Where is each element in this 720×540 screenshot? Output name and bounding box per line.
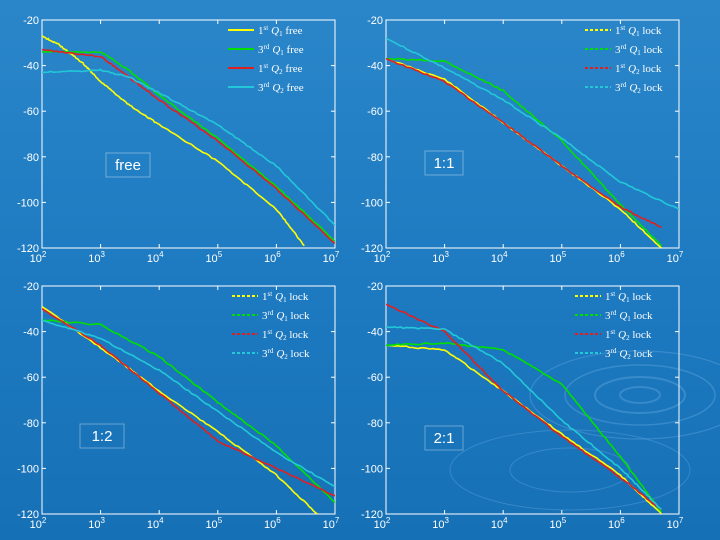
legend-entry: 1st Q2 free — [258, 62, 303, 76]
y-tick-label: -100 — [361, 463, 383, 475]
x-tick-label: 105 — [205, 250, 222, 265]
x-tick-label: 106 — [264, 516, 281, 531]
panel-label: 1:1 — [434, 155, 455, 172]
panel-label: 1:2 — [92, 428, 113, 445]
legend-entry: 3rd Q1 lock — [615, 43, 663, 57]
y-tick-label: -20 — [23, 15, 39, 27]
y-tick-label: -20 — [23, 281, 39, 293]
y-tick-label: -20 — [367, 15, 383, 27]
y-tick-label: -60 — [23, 372, 39, 384]
x-tick-label: 106 — [264, 250, 281, 265]
series-line-4 — [42, 319, 335, 488]
legend-entry: 1st Q1 lock — [605, 290, 652, 304]
plot-frame — [385, 19, 680, 249]
y-tick-label: -80 — [367, 152, 383, 164]
y-tick-label: -60 — [23, 106, 39, 118]
x-tick-label: 102 — [30, 516, 47, 531]
x-tick-label: 104 — [491, 250, 508, 265]
x-tick-label: 107 — [667, 250, 684, 265]
x-tick-label: 107 — [323, 250, 340, 265]
x-tick-label: 104 — [147, 516, 164, 531]
x-tick-label: 106 — [608, 516, 625, 531]
x-tick-label: 103 — [432, 250, 449, 265]
legend-entry: 1st Q2 lock — [605, 328, 652, 342]
series-line-2 — [386, 57, 662, 247]
legend-entry: 1st Q2 lock — [262, 328, 309, 342]
legend-entry: 3rd Q1 lock — [262, 309, 310, 323]
series-line-3 — [42, 48, 335, 245]
panel-label-box — [424, 150, 464, 176]
x-tick-label: 106 — [608, 250, 625, 265]
x-tick-label: 102 — [374, 516, 391, 531]
legend-entry: 1st Q1 lock — [615, 24, 662, 38]
panel-label-box — [105, 152, 151, 178]
y-tick-label: -40 — [367, 61, 383, 73]
panel-label: free — [115, 157, 141, 174]
y-tick-label: -100 — [17, 463, 39, 475]
y-tick-label: -100 — [17, 197, 39, 209]
series-line-2 — [42, 50, 335, 242]
panel-label: 2:1 — [434, 430, 455, 447]
x-tick-label: 102 — [30, 250, 47, 265]
legend-entry: 1st Q1 free — [258, 24, 303, 38]
y-tick-label: -80 — [23, 152, 39, 164]
y-tick-label: -120 — [361, 243, 383, 255]
legend-entry: 3rd Q2 lock — [262, 347, 310, 361]
legend-entry: 3rd Q1 lock — [605, 309, 653, 323]
legend-entry: 3rd Q1 free — [258, 43, 304, 57]
plot-frame — [385, 285, 680, 515]
legend-entry: 3rd Q2 lock — [605, 347, 653, 361]
series-line-2 — [386, 341, 662, 513]
y-tick-label: -80 — [367, 418, 383, 430]
plot-frame — [41, 19, 336, 249]
x-tick-label: 105 — [205, 516, 222, 531]
y-tick-label: -120 — [17, 509, 39, 521]
y-tick-label: -60 — [367, 372, 383, 384]
y-tick-label: -40 — [367, 327, 383, 339]
y-tick-label: -100 — [361, 197, 383, 209]
legend-entry: 3rd Q2 lock — [615, 81, 663, 95]
x-tick-label: 104 — [491, 516, 508, 531]
x-tick-label: 104 — [147, 250, 164, 265]
y-tick-label: -120 — [361, 509, 383, 521]
x-tick-label: 103 — [88, 250, 105, 265]
series-line-3 — [386, 303, 662, 511]
x-tick-label: 107 — [667, 516, 684, 531]
legend-entry: 3rd Q2 free — [258, 81, 304, 95]
panel-label-box — [79, 423, 125, 449]
y-tick-label: -40 — [23, 327, 39, 339]
series-line-4 — [386, 37, 679, 210]
x-tick-label: 103 — [432, 516, 449, 531]
legend-entry: 1st Q1 lock — [262, 290, 309, 304]
panel-label-box — [424, 425, 464, 451]
x-tick-label: 102 — [374, 250, 391, 265]
y-tick-label: -80 — [23, 418, 39, 430]
legend-entry: 1st Q2 lock — [615, 62, 662, 76]
y-tick-label: -20 — [367, 281, 383, 293]
series-line-4 — [386, 326, 662, 511]
x-tick-label: 105 — [549, 516, 566, 531]
y-tick-label: -120 — [17, 243, 39, 255]
series-line-2 — [42, 319, 335, 504]
y-tick-label: -40 — [23, 61, 39, 73]
x-tick-label: 103 — [88, 516, 105, 531]
series-line-1 — [42, 305, 318, 514]
y-tick-label: -60 — [367, 106, 383, 118]
x-tick-label: 107 — [323, 516, 340, 531]
series-line-4 — [42, 68, 335, 226]
plot-frame — [41, 285, 336, 515]
series-line-3 — [386, 58, 662, 229]
x-tick-label: 105 — [549, 250, 566, 265]
series-line-3 — [42, 308, 335, 497]
series-line-1 — [386, 344, 663, 514]
